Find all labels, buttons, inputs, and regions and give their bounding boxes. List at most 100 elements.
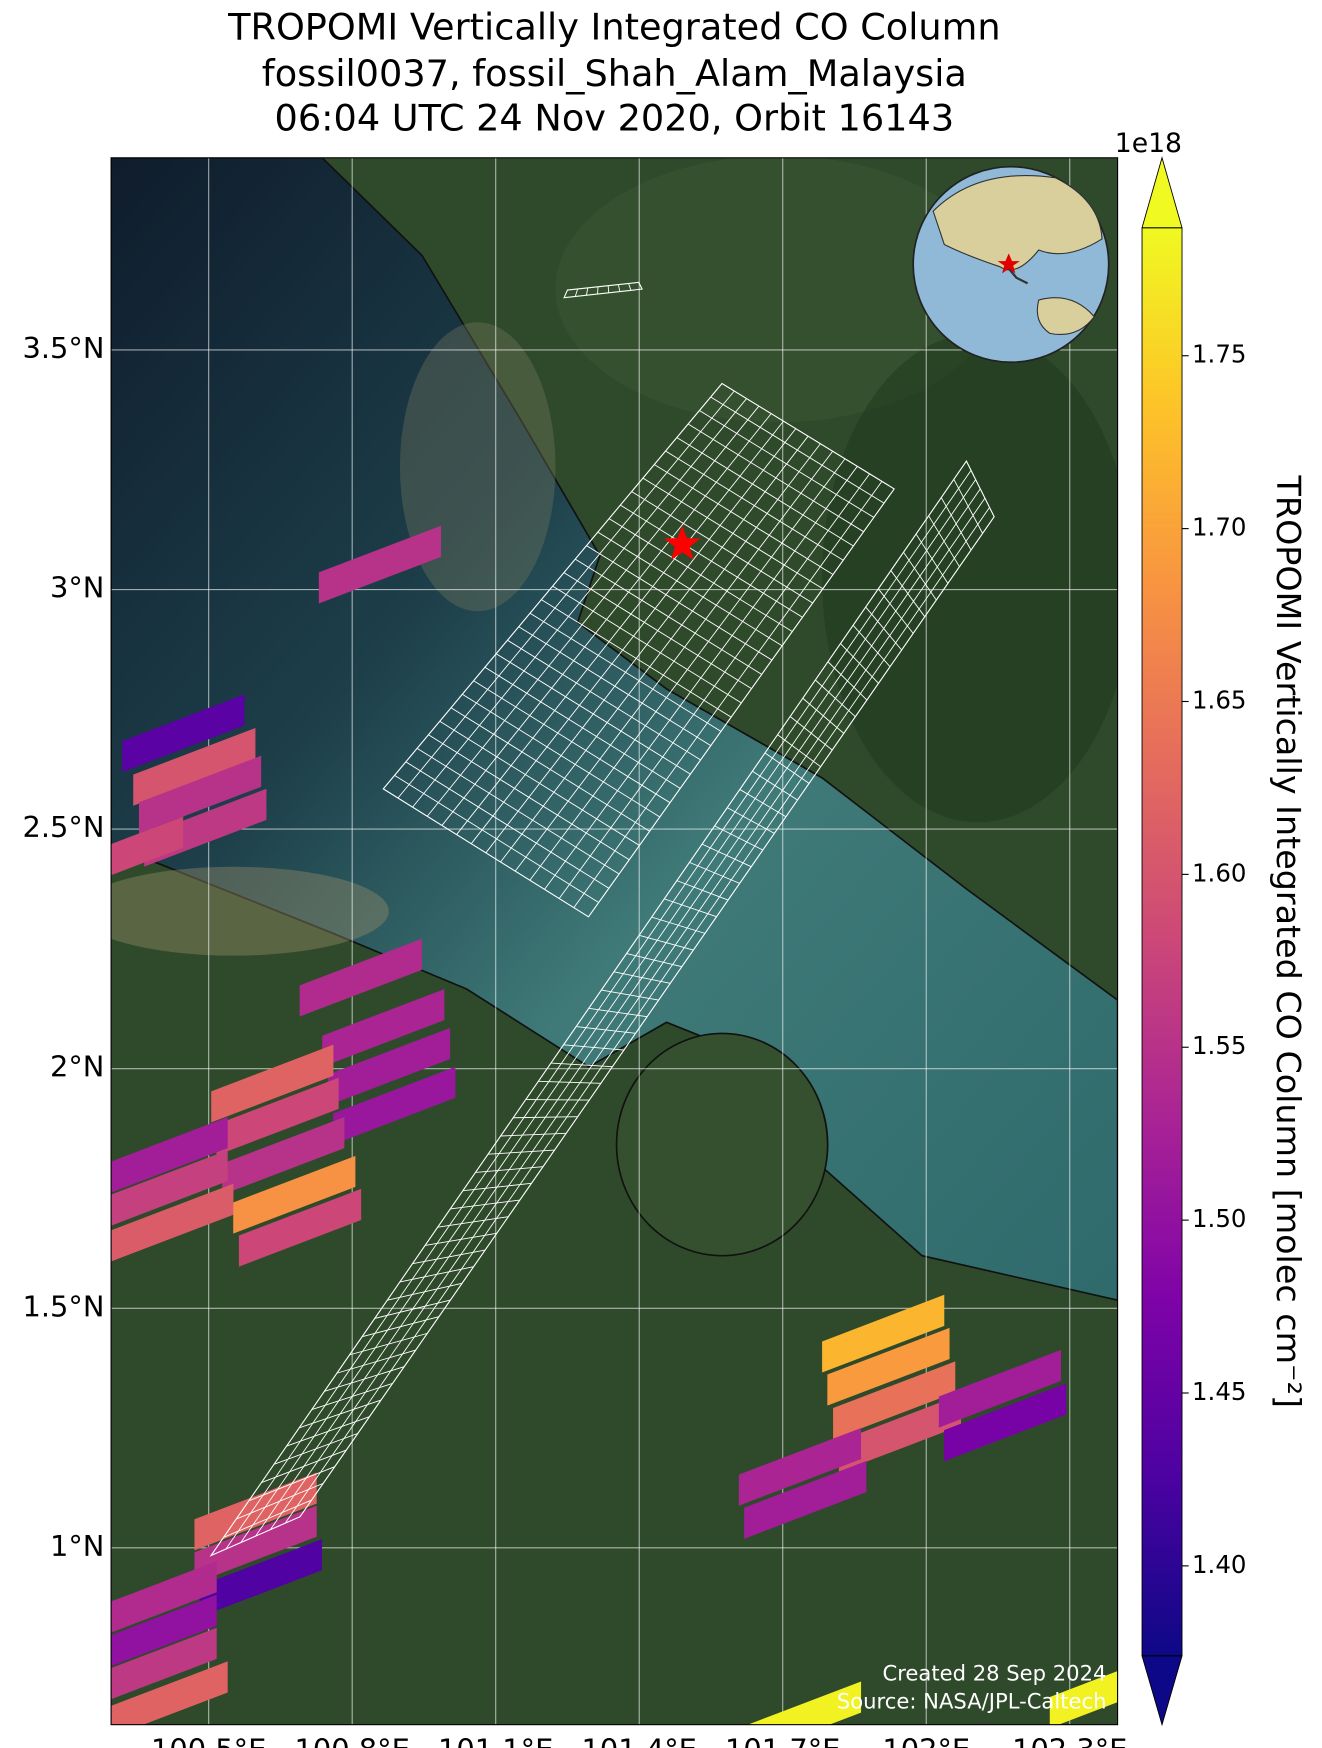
swath-col: [514, 450, 834, 872]
co-pixel: [822, 1294, 945, 1373]
colorbar-tick-label: 1.45: [1192, 1377, 1246, 1406]
colorbar: 1.40 1.45 1.50 1.55 1.60 1.65 1.70 1.75 1e18 TROP…: [1115, 128, 1308, 1727]
swaths: [209, 281, 995, 1557]
co-pixel: [111, 816, 184, 876]
pixels: [111, 525, 1118, 1725]
y-tick-label: 1°N: [50, 1529, 104, 1563]
swath-col: [441, 413, 772, 826]
swath-col: [628, 283, 632, 291]
y-tick-label: 3.5°N: [22, 331, 104, 365]
co-pixel: [833, 1361, 956, 1440]
co-pixel: [944, 1383, 1067, 1462]
colorbar-offset: 1e18: [1115, 128, 1182, 159]
sediment: [111, 866, 389, 956]
island: [615, 1032, 829, 1257]
swath-col: [500, 443, 821, 863]
co-pixel: [194, 1505, 317, 1584]
co-pixel: [827, 1327, 950, 1406]
swath-col: [412, 398, 747, 808]
swath: [209, 460, 995, 1557]
x-tick-label: 102°E: [882, 1732, 970, 1748]
co-pixel: [938, 1349, 1062, 1428]
title-line: TROPOMI Vertically Integrated CO Column: [227, 5, 1000, 48]
x-tick-label: 100.8°E: [295, 1732, 410, 1748]
colorbar-tick-label: 1.60: [1192, 858, 1246, 887]
co-pixel: [233, 1155, 356, 1234]
co-pixel: [111, 1594, 217, 1667]
y-tick-label: 2.5°N: [22, 810, 104, 844]
y-tick-label: 3°N: [50, 571, 104, 605]
co-pixel: [299, 938, 422, 1017]
co-pixel: [322, 989, 445, 1067]
swath-col: [270, 497, 986, 1530]
colorbar-tick-label: 1.50: [1192, 1204, 1246, 1233]
swath-col: [529, 458, 846, 881]
co-pixel: [111, 1117, 228, 1193]
axes: 100.5°E 100.8°E 101.1°E 101.4°E 101.7°E 102°E…: [22, 331, 1127, 1748]
y-tick-label: 2°N: [50, 1050, 104, 1084]
colorbar-extend: [1141, 156, 1183, 229]
swath-col: [617, 284, 621, 292]
co-pixel: [133, 727, 256, 806]
land-texture: [822, 333, 1118, 823]
co-pixel: [216, 1077, 339, 1156]
swath-col: [284, 507, 990, 1524]
basemap: Created 28 Sep 2024 Source: NASA/JPL-Cal…: [111, 157, 1118, 1725]
co-pixel: [744, 1461, 867, 1539]
colorbar-tick-label: 1.40: [1192, 1550, 1246, 1579]
x-tick-label: 101.4°E: [582, 1732, 697, 1748]
site-marker: [664, 525, 701, 560]
swath-col: [544, 466, 858, 890]
co-pixel: [327, 1027, 451, 1106]
x-tick-label: 102.3°E: [1012, 1732, 1127, 1748]
co-pixel: [138, 755, 262, 834]
swath: [563, 281, 643, 299]
sediment: [399, 322, 556, 612]
title-line: fossil0037, fossil_Shah_Alam_Malaysia: [262, 52, 967, 95]
co-pixel: [738, 1427, 862, 1506]
co-pixel: [318, 525, 442, 604]
colorbar-body: [1142, 227, 1183, 1656]
globe-land: [932, 175, 1103, 271]
co-pixel: [333, 1066, 456, 1145]
swath-col: [225, 470, 972, 1550]
swath: [382, 382, 895, 918]
x-tick-label: 100.5°E: [151, 1732, 266, 1748]
swath-col: [470, 428, 797, 844]
co-pixel: [1049, 1671, 1118, 1725]
swath-col: [240, 479, 977, 1543]
co-pixel: [222, 1117, 345, 1195]
swath-col: [255, 488, 981, 1537]
swath-outline: [563, 281, 643, 299]
globe-land: [1036, 297, 1095, 335]
land-texture: [555, 157, 1000, 423]
colorbar-tick-label: 1.55: [1192, 1031, 1246, 1060]
co-pixel: [111, 1627, 217, 1700]
swath-col: [397, 390, 735, 799]
co-pixel: [238, 1188, 362, 1267]
swath-col: [574, 288, 579, 297]
globe-site: [997, 253, 1020, 274]
co-pixel: [111, 1183, 234, 1262]
colorbar-extend: [1141, 1655, 1183, 1727]
co-pixel: [122, 694, 245, 773]
colorbar-tick-label: 1.65: [1192, 685, 1246, 714]
colorbar-label: TROPOMI Vertically Integrated CO Column …: [1269, 475, 1308, 1408]
map-frame: [110, 157, 1119, 1726]
co-pixel: [199, 1539, 322, 1617]
credit: Source: NASA/JPL-Caltech: [837, 1688, 1107, 1713]
title-line: 06:04 UTC 24 Nov 2020, Orbit 16143: [275, 97, 955, 140]
co-pixel: [211, 1044, 334, 1123]
colorbar-frame: [1141, 227, 1183, 1657]
co-pixel: [111, 1150, 228, 1226]
swath-col: [573, 481, 883, 908]
swath-col: [585, 287, 589, 296]
sea: [111, 157, 1118, 1302]
credit: Created 28 Sep 2024: [882, 1661, 1106, 1686]
co-pixel: [111, 1561, 217, 1633]
x-tick-label: 101.1°E: [438, 1732, 553, 1748]
colorbar-tick-label: 1.75: [1192, 340, 1246, 369]
globe-inset: [912, 165, 1110, 364]
